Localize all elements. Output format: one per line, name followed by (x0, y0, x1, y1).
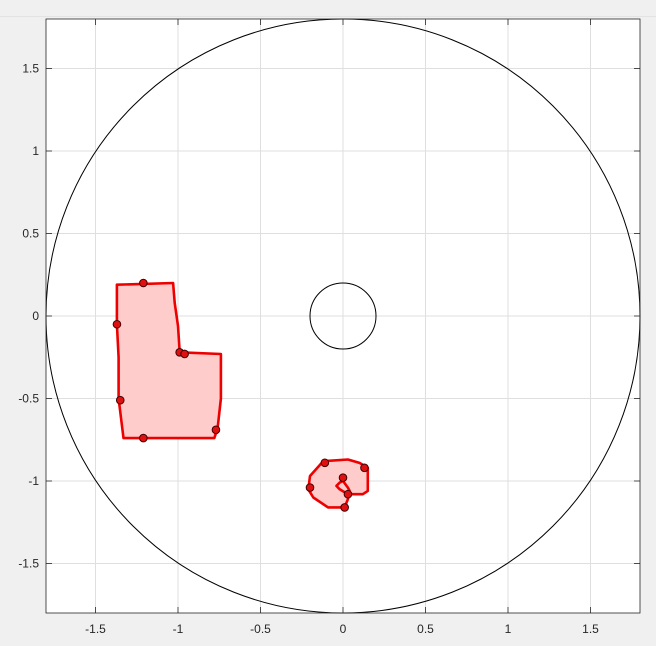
data-point (211, 425, 221, 435)
x-tick-label: 0 (340, 622, 347, 636)
data-point (180, 349, 189, 359)
figure-toolbar-strip (0, 0, 656, 17)
polygons (115, 281, 370, 509)
data-point (115, 395, 125, 405)
x-tick-label: -1.5 (85, 622, 106, 636)
y-tick-label: 0 (32, 309, 39, 323)
y-tick-label: -0.5 (18, 392, 39, 406)
data-points (112, 278, 369, 512)
x-axis-ticks: -1.5 -1 -0.5 0 0.5 1 1.5 (85, 19, 599, 636)
region-polygon-2 (306, 458, 370, 509)
y-tick-label: 1 (32, 144, 39, 158)
x-tick-label: 1.5 (582, 622, 599, 636)
y-tick-label: -1 (28, 474, 39, 488)
inner-circle (309, 282, 377, 350)
data-point (343, 489, 353, 499)
y-tick-label: -1.5 (18, 557, 39, 571)
x-tick-label: -1 (173, 622, 184, 636)
x-tick-label: 1 (505, 622, 512, 636)
data-point (360, 463, 369, 473)
x-tick-label: -0.5 (250, 622, 271, 636)
y-tick-label: 0.5 (22, 227, 39, 241)
x-tick-label: 0.5 (417, 622, 434, 636)
y-axis-ticks: -1.5 -1 -0.5 0 0.5 1 1.5 (18, 62, 640, 571)
data-point (139, 433, 148, 443)
region-polygon-1 (115, 281, 223, 440)
y-tick-label: 1.5 (22, 62, 39, 76)
data-point (305, 483, 315, 492)
data-point (340, 503, 349, 512)
data-point (139, 278, 148, 288)
data-point (338, 473, 348, 483)
data-point (112, 319, 122, 329)
data-point (320, 458, 330, 468)
